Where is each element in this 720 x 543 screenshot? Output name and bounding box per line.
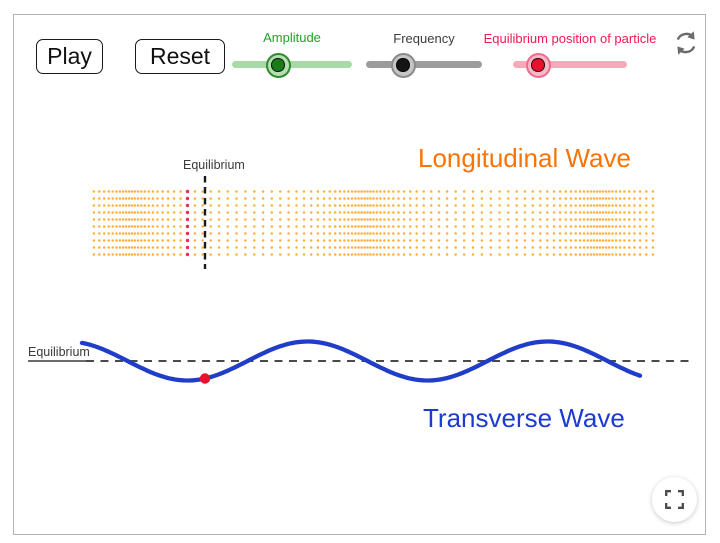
transverse-equilibrium-label: Equilibrium: [28, 345, 90, 359]
equilibrium-position-slider-label: Equilibrium position of particle: [483, 31, 657, 46]
applet-frame: [13, 14, 706, 535]
refresh-icon-glyph: [676, 31, 696, 55]
knob-inner: [271, 58, 285, 72]
amplitude-slider-track[interactable]: [232, 61, 352, 68]
fullscreen-button[interactable]: [652, 477, 697, 522]
equilibrium-position-slider-track[interactable]: [513, 61, 627, 68]
frequency-slider-knob[interactable]: [390, 52, 416, 78]
longitudinal-equilibrium-label: Equilibrium: [183, 158, 245, 172]
frequency-slider-label: Frequency: [393, 31, 455, 46]
transverse-wave-title: Transverse Wave: [423, 403, 625, 433]
refresh-icon[interactable]: [670, 27, 702, 59]
knob-inner: [531, 58, 545, 72]
fullscreen-icon: [665, 490, 684, 509]
equilibrium-position-slider-knob[interactable]: [525, 52, 551, 78]
knob-inner: [396, 58, 410, 72]
play-button[interactable]: Play: [36, 39, 103, 74]
frequency-slider-track[interactable]: [366, 61, 482, 68]
longitudinal-wave-title: Longitudinal Wave: [418, 143, 631, 173]
amplitude-slider-label: Amplitude: [263, 30, 321, 45]
reset-button[interactable]: Reset: [135, 39, 225, 74]
amplitude-slider-knob[interactable]: [265, 52, 291, 78]
